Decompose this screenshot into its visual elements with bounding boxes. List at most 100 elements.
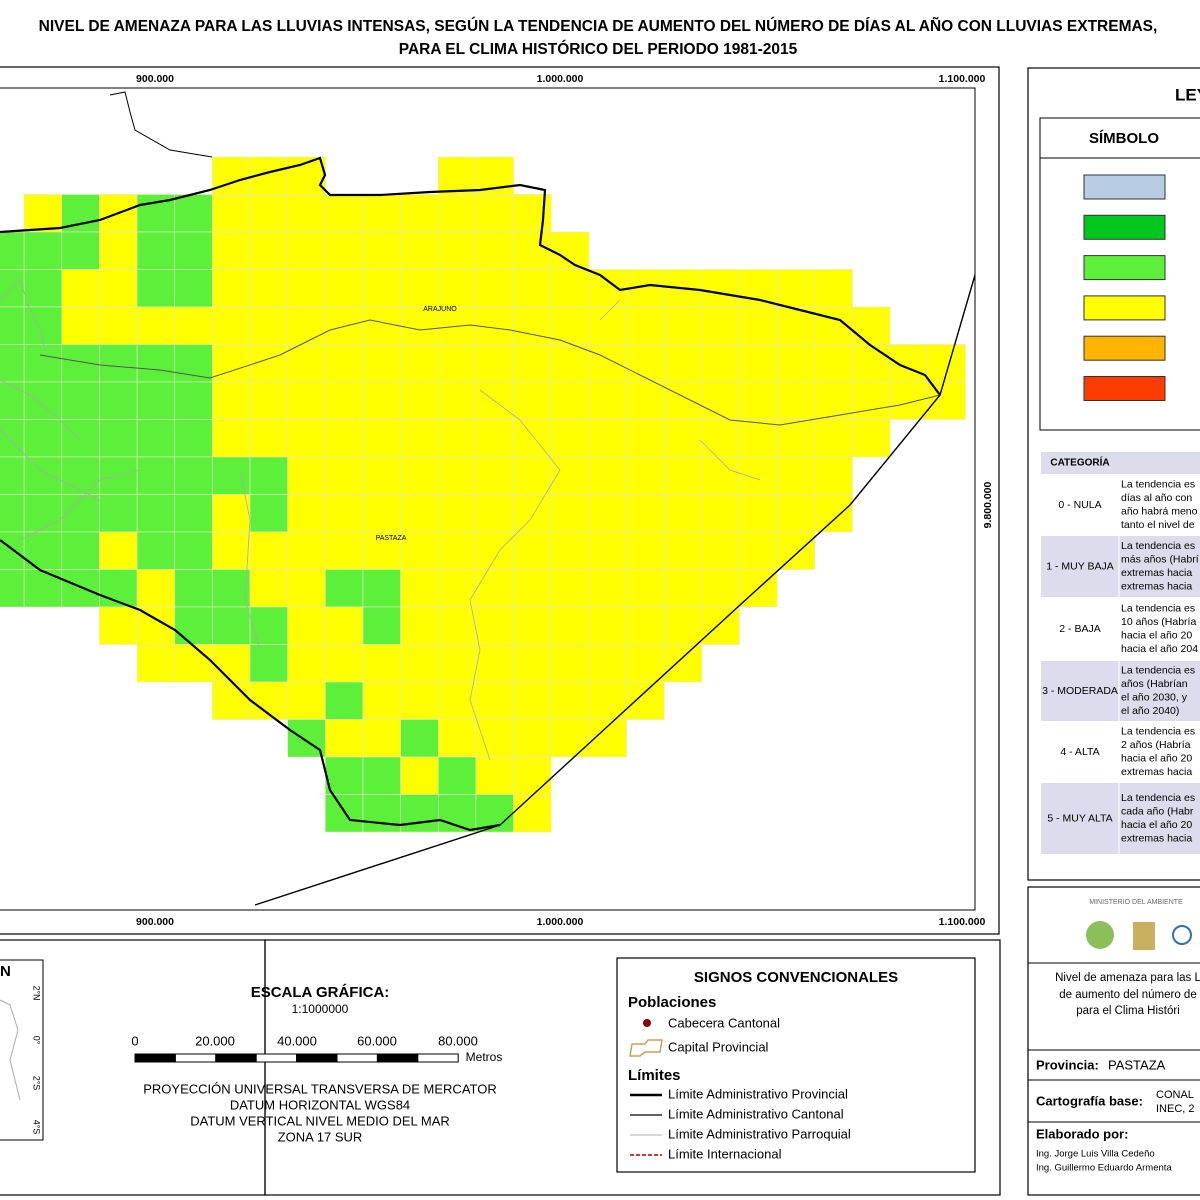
grid-cell [23,231,63,270]
grid-cell [362,269,401,308]
grid-cell [212,306,251,345]
grid-cell [400,269,439,308]
grid-cell [588,381,627,420]
lat-label: 2°N [32,985,42,1000]
grid-cell [325,269,364,308]
grid-cell [362,381,401,420]
category-text: hacia el año 204 [1121,643,1198,655]
grid-cell [99,231,138,270]
legend-symbol [1083,335,1166,361]
table-row [1041,722,1200,782]
grid-cell [325,756,364,795]
scale-tick: 20.000 [195,1033,235,1048]
category-text: días al año con [1121,492,1192,504]
grid-cell [437,531,477,570]
grid-cell [287,419,326,458]
grid-cell [626,306,665,345]
grid-cell [550,381,590,420]
category-text: La tendencia es [1121,726,1195,738]
signs-title: SIGNOS CONVENCIONALES [694,969,898,986]
grid-cell [513,456,552,495]
grid-cell [437,269,477,308]
grid-cell [776,494,816,533]
legend-symbol [1083,174,1166,200]
category-text: años (Habrían [1121,678,1188,690]
category-text: extremas hacia [1121,833,1192,845]
author: Ing. Guillermo Eduardo Armenta [1036,1163,1172,1174]
grid-cell [23,194,63,233]
grid-cell [287,269,326,308]
scale-ratio: 1:1000000 [292,1002,349,1016]
grid-cell [437,456,477,495]
grid-cell [99,494,138,533]
grid-cell [588,644,627,683]
grid-cell [136,231,176,270]
grid-cell [136,419,176,458]
coord-label: 1.100.000 [939,73,986,85]
grid-cell [61,456,100,495]
grid-cell [174,381,213,420]
grid-cell [663,456,703,495]
map-frame [0,87,976,911]
scale-segment [215,1053,257,1063]
grid-cell [588,606,627,645]
grid-cell [212,194,251,233]
grid-cell [475,269,514,308]
grid-cell [626,606,665,645]
grid-cell [249,606,289,645]
grid-cell [287,681,326,720]
grid-cell [550,344,590,383]
grid-cell [626,456,665,495]
grid-cell [626,644,665,683]
signs-group: Límites [628,1067,681,1084]
grid-cell [927,344,966,383]
grid-cell [437,381,477,420]
category-text: el año 2030, y [1121,692,1188,704]
grid-cell [739,456,778,495]
boundaries [0,91,975,906]
category-text: tanto el nivel de [1121,519,1195,531]
grid-cell [475,456,514,495]
grid-cell [400,231,439,270]
grid-cell [701,569,740,608]
grid-cell [513,269,552,308]
grid-cell [23,381,63,420]
grid-cell [475,306,514,345]
grid-cell [400,794,439,833]
grid-cell [475,606,514,645]
author-label: Elaborado por: [1036,1126,1128,1141]
grid-cell [212,531,251,570]
sign-label: Límite Administrativo Provincial [668,1086,848,1101]
lat-label: 4°S [32,1120,42,1135]
grid-cell [663,419,703,458]
legend-panel [1027,67,1200,881]
category-text: La tendencia es [1121,540,1195,552]
scale-segment [134,1053,176,1063]
grid-cell [437,681,477,720]
grid-cell [212,644,251,683]
grid-cell [437,644,477,683]
grid-cell [325,419,364,458]
grid-cell [212,269,251,308]
category-text: extremas hacia [1121,567,1192,579]
grid-cell [362,419,401,458]
grid-cell [400,719,439,758]
grid-cell [212,494,251,533]
grid-cell [739,344,778,383]
grid-cell [626,569,665,608]
grid-cell [23,344,63,383]
grid-cell [588,344,627,383]
grid-cell [701,606,740,645]
grid-cell [212,419,251,458]
grid-cell [701,269,740,308]
grid-cell [852,344,891,383]
grid-cell [739,419,778,458]
grid-cell [739,381,778,420]
grid-cell [174,306,213,345]
title: NIVEL DE AMENAZA PARA LAS LLUVIAS INTENS… [39,17,1158,35]
category-text: La tendencia es [1121,792,1195,804]
grid-cell [136,381,176,420]
grid-cell [550,569,590,608]
category-text: 10 años (Habría [1121,616,1196,628]
grid-cell [249,269,289,308]
